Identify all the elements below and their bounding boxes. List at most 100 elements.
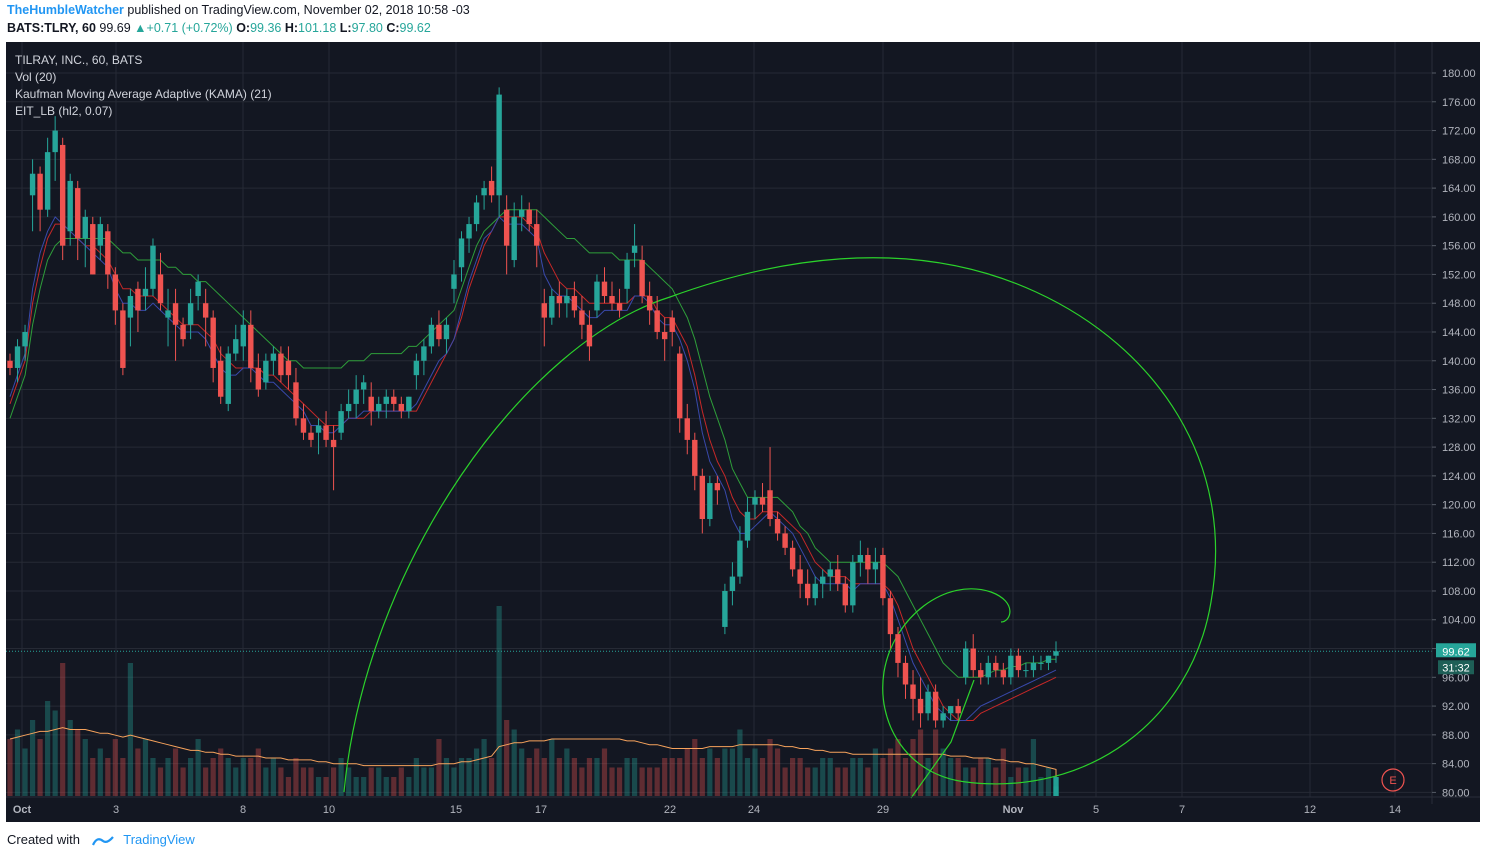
volume-bar [300,767,307,796]
volume-bar [436,739,442,796]
candle-body [345,403,352,412]
candle-body [473,202,480,225]
candle-body [812,583,818,599]
price-tick-label: 120.00 [1442,500,1476,512]
volume-bar [729,748,736,796]
price-chart[interactable]: 180.00 176.00 172.00 168.00 164.00 160.00 156.… [6,42,1480,822]
candle-body [120,310,126,368]
volume-bar [526,758,532,796]
candle-body [202,303,209,318]
candle-body [601,281,608,297]
candle-body [820,576,826,584]
legend-title: TILRAY, INC., 60, BATS [15,53,142,67]
time-tick-label: 10 [323,804,335,816]
volume-bar [346,767,352,796]
candle-body [466,224,472,239]
volume-bar [1053,777,1059,796]
earnings-circle-icon[interactable] [1381,768,1405,792]
volume-bar [631,758,638,796]
time-tick-label: 14 [1389,804,1401,816]
volume-bar [925,758,931,796]
candle-body [315,425,322,433]
candle-body [112,274,119,311]
candle-body [383,396,389,404]
volume-bar [443,758,450,796]
time-tick-label: 15 [450,804,462,816]
candle-body [714,483,721,491]
volume-bar [188,758,194,796]
volume-bar [699,758,705,796]
volume-bar [413,758,419,796]
volume-bar [203,767,209,796]
volume-bar [820,758,826,796]
candle-body [729,576,736,591]
price-tick-label: 112.00 [1442,557,1475,569]
chart-container[interactable]: 180.00 176.00 172.00 168.00 164.00 160.00 156.… [6,42,1480,822]
spiral-curve [343,257,1217,793]
volume-bar [60,663,66,796]
volume-bar [210,758,216,796]
candle-body [127,296,134,318]
price-tick-label: 168.00 [1442,154,1476,166]
candle-body [14,346,21,368]
candle-body [270,353,277,361]
fibonacci-spiral [343,257,1217,799]
candle-body [910,684,916,699]
time-tick-label: 5 [1093,804,1099,816]
last-price-badge [1436,643,1476,658]
candle-body [631,245,638,253]
candle-body [1030,662,1037,671]
high-label: H: [284,21,299,35]
volume-bar [90,758,96,796]
volume-bar [22,748,28,796]
last-price-text: 99.62 [1442,646,1470,658]
price-tick-label: 128.00 [1442,442,1476,454]
volume-bar [421,767,427,796]
candle-body [752,497,758,505]
candle-body [436,324,442,340]
candle-body [263,360,269,383]
volume-bar [383,777,389,796]
volume-bar [737,729,743,796]
volume-bar [52,710,58,796]
candle-body [443,324,450,340]
close-value: 99.62 [399,21,431,35]
candle-body [850,562,856,606]
volume-bar [579,767,585,796]
volume-bar [1045,767,1052,796]
volume-bar [767,739,773,796]
volume-bar [97,748,103,796]
volume-bar [955,758,961,796]
volume-bar [1053,777,1059,796]
candle-body [293,382,299,419]
time-tick-label: 8 [240,804,246,816]
candle-body [368,396,374,412]
candle-body [654,310,660,332]
price-tick-label: 88.00 [1442,730,1470,742]
candle-body [571,296,578,311]
tradingview-link[interactable]: TradingView [123,832,195,847]
candle-body [579,310,585,325]
volume-bar [970,767,976,796]
candle-body [586,324,593,347]
candle-body [218,360,224,397]
volume-bar [1053,777,1059,796]
volume-bar [368,767,374,796]
candle-body [669,317,675,332]
candle-body [22,331,28,347]
volume-bar [1015,767,1021,796]
candle-body [804,583,811,599]
candle-body [240,324,246,347]
earnings-label: E [1389,775,1396,787]
candle-body [880,555,886,599]
earnings-marker[interactable]: E [1381,768,1405,792]
author-link[interactable]: TheHumbleWatcher [7,3,124,17]
time-tick-label: 29 [877,804,889,816]
candle-body [624,260,630,289]
volume-bar [624,758,630,796]
candle-body [872,562,879,570]
volume-bar [1053,777,1059,796]
candle-body [827,569,833,577]
candle-body [887,598,894,635]
volume-bar [180,767,186,796]
